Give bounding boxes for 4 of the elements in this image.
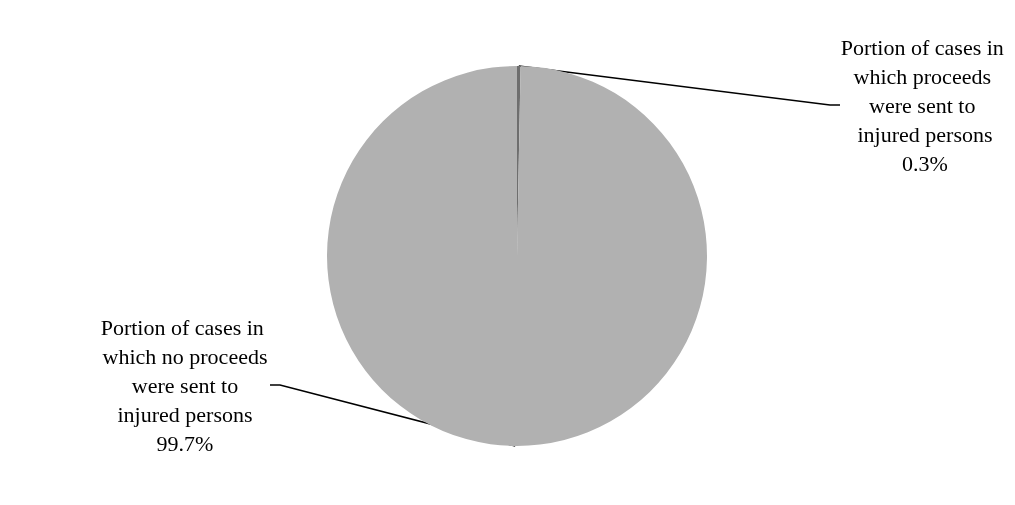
data-label: 0.3% (902, 150, 948, 176)
slice-label: Portion of cases in which no proceeds were sent to injured persons (100, 314, 270, 427)
slice-label: Portion of cases in which proceeds were sent to injured persons (840, 34, 1010, 147)
data-label: 99.7% (156, 430, 214, 456)
